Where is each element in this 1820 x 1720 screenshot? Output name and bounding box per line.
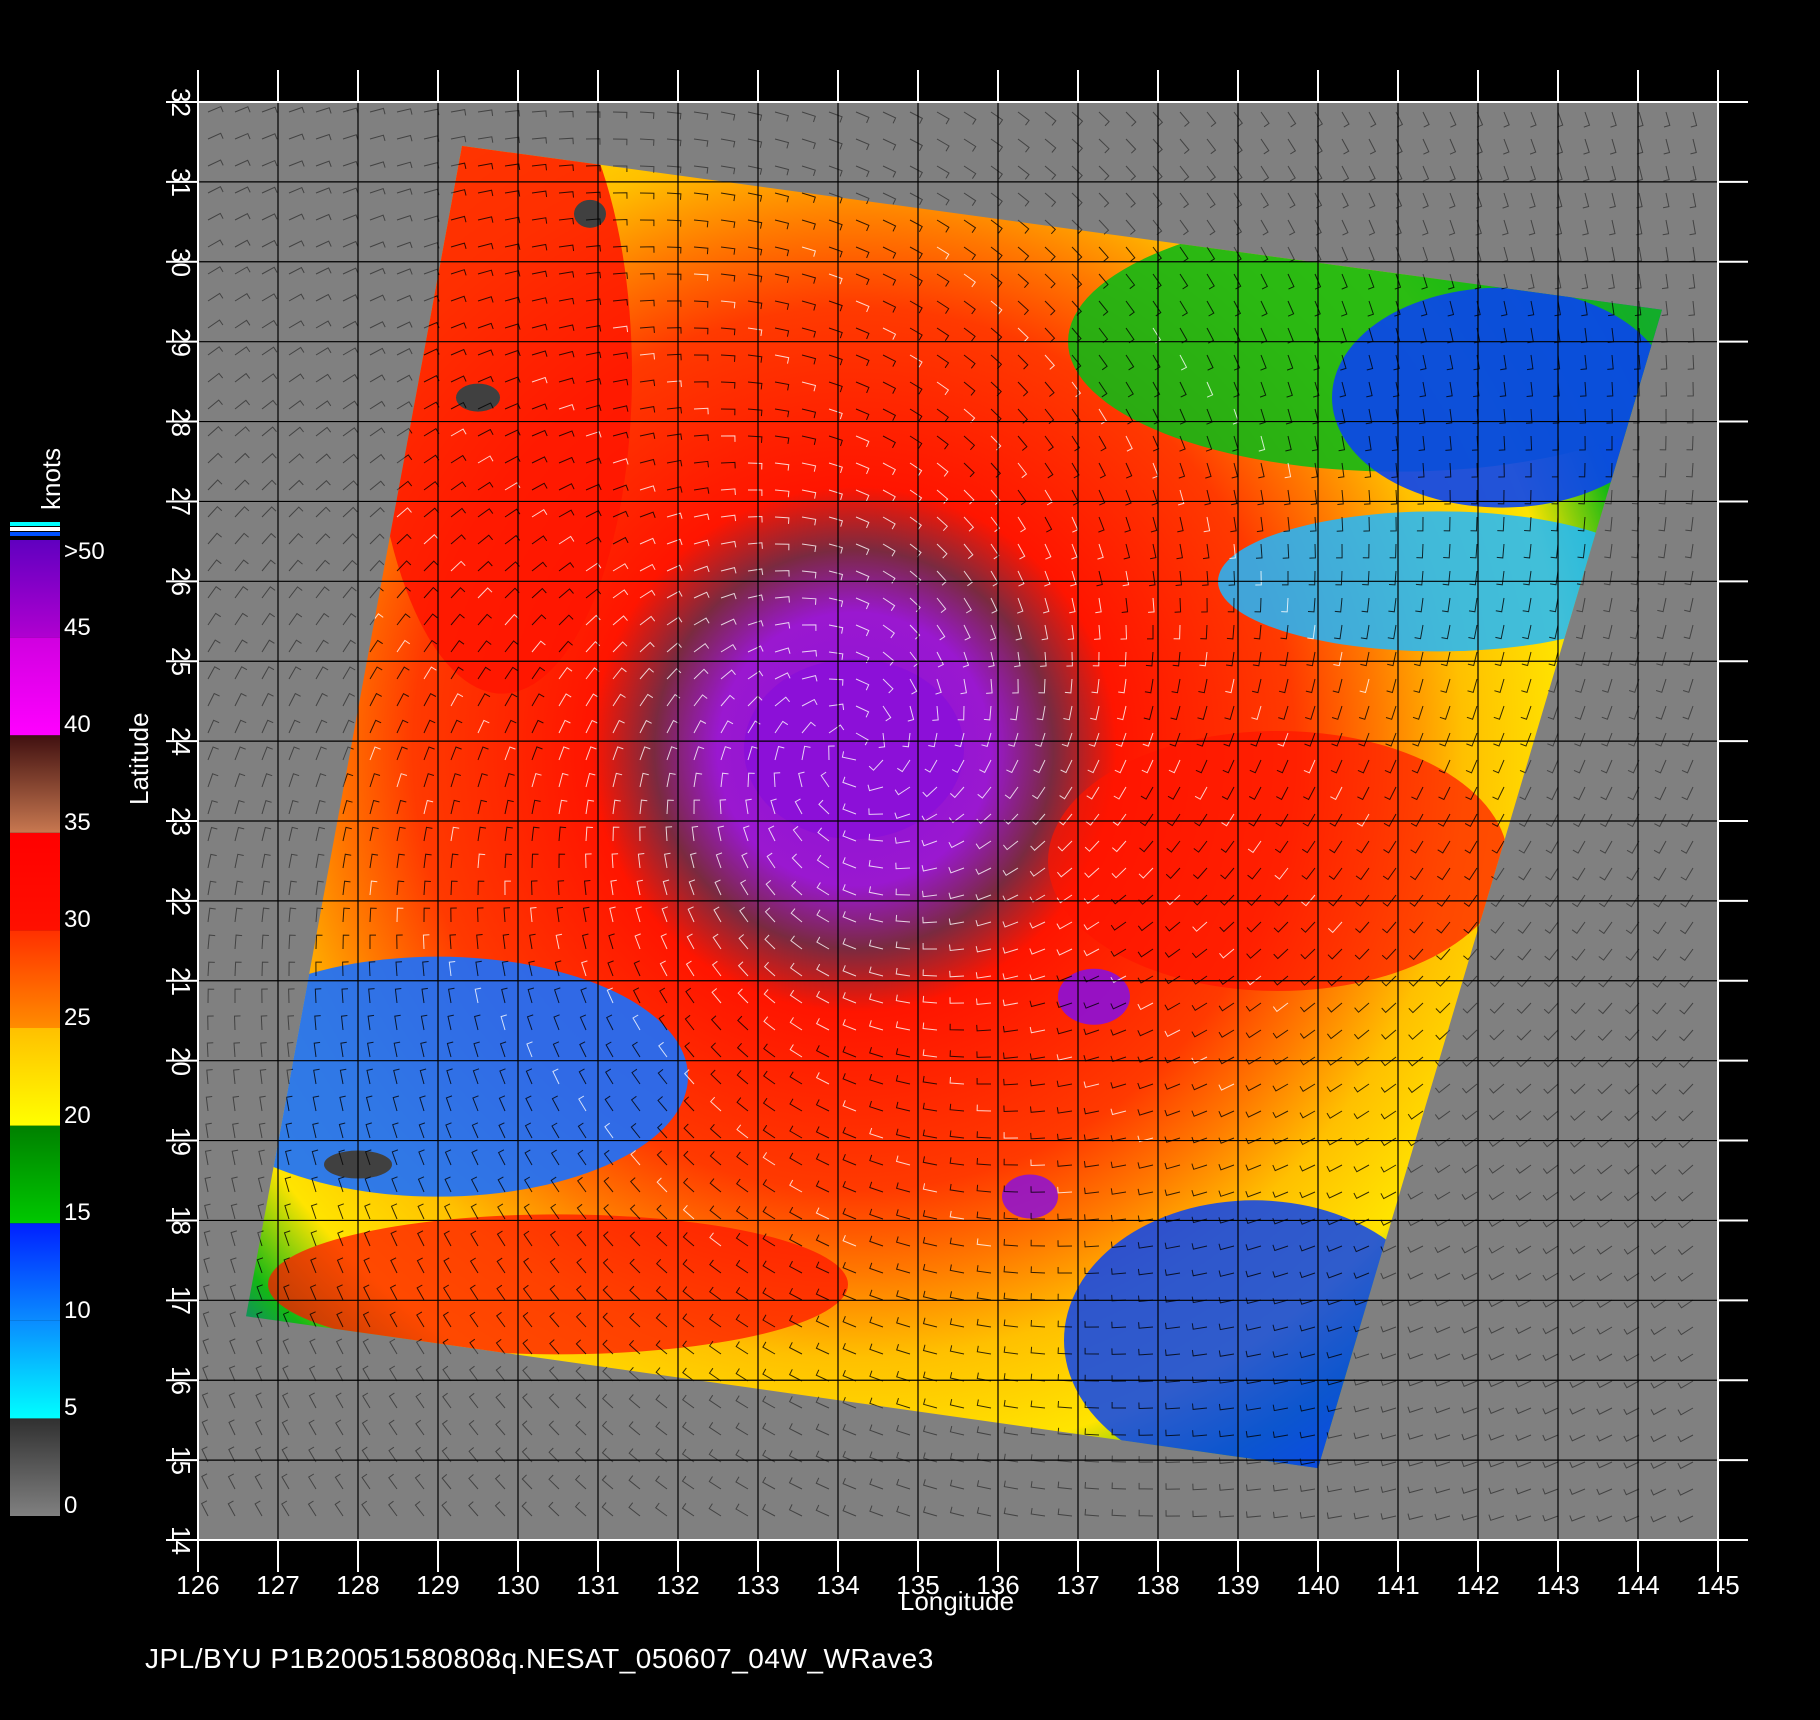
colorbar-label: 10	[64, 1296, 91, 1324]
y-tick-label: 24	[166, 727, 196, 757]
x-tick-label: 141	[1376, 1570, 1420, 1600]
colorbar-label: 35	[64, 808, 91, 836]
colorbar-label: 5	[64, 1394, 78, 1422]
y-tick-label: 32	[166, 88, 196, 117]
low-wind-region-ne	[1332, 287, 1662, 508]
x-tick-label: 140	[1296, 1570, 1340, 1600]
colorbar-title: knots	[36, 447, 66, 510]
x-tick-label: 143	[1536, 1570, 1580, 1600]
storm-eye-core	[744, 659, 964, 840]
y-tick-label: 20	[166, 1046, 196, 1076]
y-tick-label: 22	[166, 886, 196, 916]
x-tick-label: 138	[1136, 1570, 1180, 1600]
y-tick-label: 15	[166, 1446, 196, 1476]
colorbar-label: 15	[64, 1199, 91, 1227]
colorbar-label: 40	[64, 711, 91, 739]
y-tick-label: 26	[166, 567, 196, 597]
y-tick-label: 23	[166, 807, 196, 836]
y-tick-label: 29	[166, 327, 196, 357]
y-tick-label: 17	[166, 1286, 196, 1316]
y-tick-label: 18	[166, 1206, 196, 1236]
y-tick-label: 19	[166, 1126, 196, 1156]
x-tick-label: 144	[1616, 1570, 1660, 1600]
colorbar-segment	[10, 1223, 60, 1321]
colorbar-label: 25	[64, 1004, 91, 1031]
x-tick-label: 127	[256, 1570, 300, 1600]
colorbar-segment	[10, 1320, 60, 1419]
x-axis-title: Longitude	[899, 1586, 1015, 1616]
colorbar	[10, 522, 60, 1516]
land-patch	[574, 199, 606, 228]
x-tick-label: 132	[656, 1570, 700, 1600]
colorbar-label: >50	[64, 538, 105, 565]
colorbar-top-stripe	[10, 527, 60, 531]
x-tick-label: 142	[1456, 1570, 1500, 1600]
x-tick-label: 134	[816, 1570, 860, 1600]
y-tick-label: 21	[166, 966, 196, 996]
colorbar-label: 45	[64, 613, 91, 641]
colorbar-segment	[10, 1028, 60, 1126]
x-tick-label: 137	[1056, 1570, 1100, 1600]
y-tick-label: 16	[166, 1366, 196, 1396]
y-tick-label: 25	[166, 647, 196, 677]
colorbar-label: 20	[64, 1101, 91, 1129]
y-tick-label: 30	[166, 247, 196, 277]
x-tick-label: 145	[1696, 1570, 1740, 1600]
y-axis-title: Latitude	[124, 712, 154, 805]
x-tick-label: 126	[176, 1570, 220, 1600]
colorbar-segment	[10, 832, 60, 931]
x-tick-label: 131	[576, 1570, 620, 1600]
colorbar-top-stripe	[10, 532, 60, 536]
colorbar-label: 30	[64, 906, 91, 934]
lat-lon-grid	[197, 101, 1719, 1541]
y-tick-label: 28	[166, 407, 196, 437]
colorbar-segment	[10, 930, 60, 1028]
high-wind-arm-e	[1048, 730, 1508, 991]
colorbar-label: 0	[64, 1492, 78, 1519]
footer-caption: JPL/BYU P1B20051580808q.NESAT_050607_04W…	[145, 1643, 934, 1674]
x-tick-label: 135	[896, 1570, 940, 1600]
x-tick-label: 133	[736, 1570, 780, 1600]
land-patch	[456, 383, 500, 412]
x-tick-label: 136	[976, 1570, 1020, 1600]
plot-frame	[166, 70, 1748, 1572]
y-tick-label: 31	[166, 167, 196, 197]
colorbar-segment	[10, 540, 60, 638]
x-tick-label: 139	[1216, 1570, 1260, 1600]
high-wind-band-s	[268, 1214, 848, 1355]
colorbar-top-stripe	[10, 522, 60, 526]
colorbar-segment	[10, 1418, 60, 1516]
y-tick-label: 27	[166, 487, 196, 517]
y-tick-label: 14	[166, 1526, 196, 1555]
x-tick-label: 129	[416, 1570, 460, 1600]
x-tick-label: 130	[496, 1570, 540, 1600]
colorbar-segment	[10, 637, 60, 736]
colorbar-segment	[10, 735, 60, 833]
colorbar-segment	[10, 1125, 60, 1224]
x-tick-label: 128	[336, 1570, 380, 1600]
